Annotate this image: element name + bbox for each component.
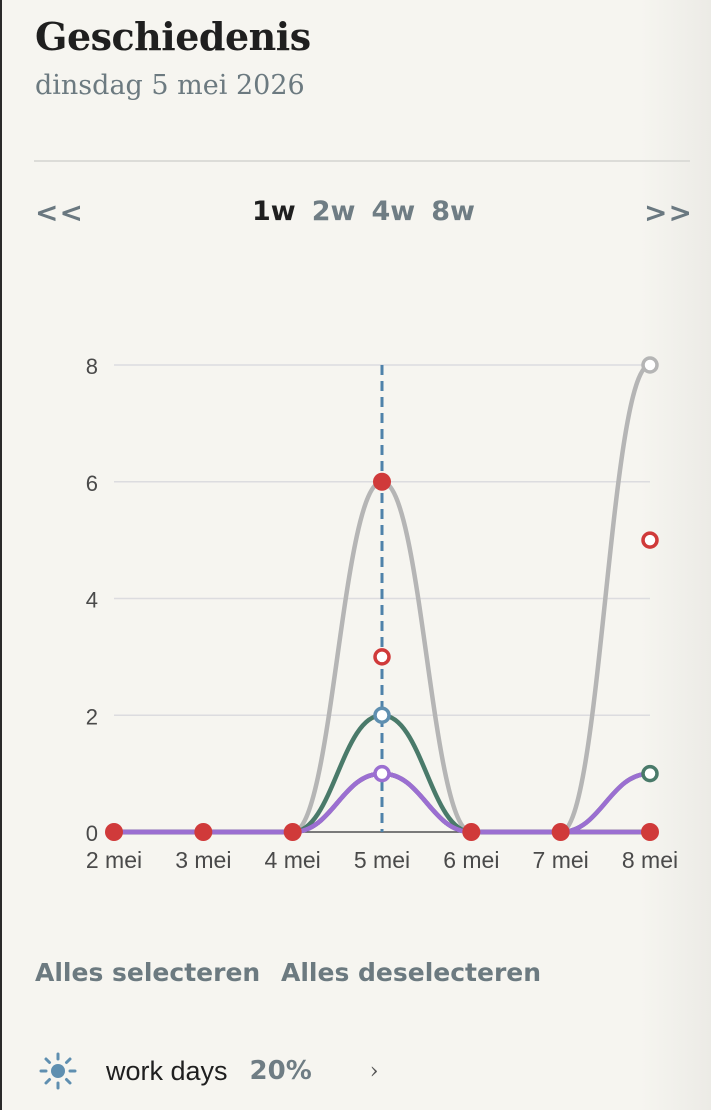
deselect-all-button[interactable]: Alles deselecteren xyxy=(281,958,542,987)
range-4w[interactable]: 4w xyxy=(371,196,416,227)
y-tick-label: 0 xyxy=(86,821,98,846)
chevron-right-icon: › xyxy=(369,1058,379,1084)
sun-icon xyxy=(39,1052,77,1090)
divider xyxy=(34,160,690,162)
x-tick-label: 2 mei xyxy=(86,847,142,873)
range-8w[interactable]: 8w xyxy=(431,196,475,227)
data-point xyxy=(373,472,391,491)
data-point xyxy=(551,823,570,841)
data-point xyxy=(283,823,302,841)
y-tick-label: 4 xyxy=(86,588,98,613)
range-2w[interactable]: 2w xyxy=(311,196,356,227)
range-selector: 1w 2w 4w 8w xyxy=(252,196,475,227)
data-point xyxy=(641,764,659,783)
x-tick-label: 4 mei xyxy=(265,847,321,873)
data-point xyxy=(462,823,481,841)
x-tick-label: 3 mei xyxy=(175,847,231,873)
list-item-label: work days xyxy=(106,1055,228,1086)
data-point xyxy=(641,531,659,549)
x-tick-label: 7 mei xyxy=(533,847,589,873)
data-point xyxy=(105,823,123,841)
data-point xyxy=(194,823,213,841)
x-tick-label: 8 mei xyxy=(622,847,678,873)
data-point xyxy=(641,823,659,841)
y-tick-label: 8 xyxy=(86,354,98,379)
list-item-percent: 20% xyxy=(249,1056,312,1086)
data-point xyxy=(373,764,391,783)
data-point xyxy=(373,648,391,666)
page-title: Geschiedenis xyxy=(35,14,311,59)
y-tick-label: 2 xyxy=(86,704,98,729)
y-tick-label: 6 xyxy=(86,471,98,496)
range-1w[interactable]: 1w xyxy=(252,196,296,227)
previous-period-button[interactable]: << xyxy=(35,196,84,229)
x-tick-label: 6 mei xyxy=(443,847,499,873)
page-date: dinsdag 5 mei 2026 xyxy=(35,70,305,101)
next-period-button[interactable]: >> xyxy=(644,196,693,229)
select-all-button[interactable]: Alles selecteren xyxy=(35,958,261,987)
data-point xyxy=(373,706,391,724)
history-chart: 0 2 4 6 8 2 mei 3 mei 4 mei 5 mei 6 mei 7 mei 8 mei xyxy=(86,354,678,873)
list-item-work-days[interactable]: work days 20% › xyxy=(38,1046,418,1096)
data-point xyxy=(641,356,659,374)
x-tick-label: 5 mei xyxy=(354,847,410,873)
